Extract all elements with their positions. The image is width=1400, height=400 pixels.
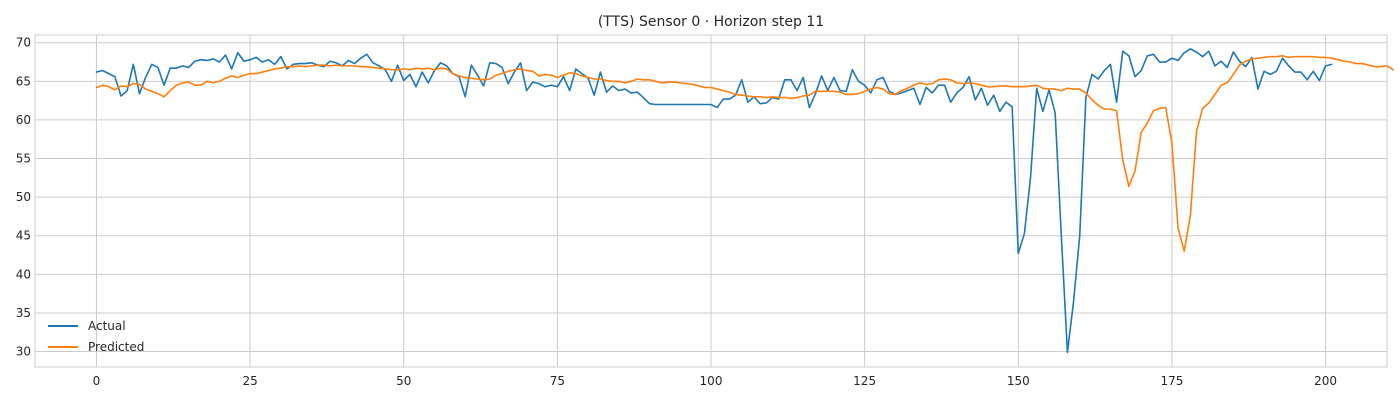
x-tick-label: 100: [700, 374, 723, 388]
y-axis-ticks: 30 35 40 45 50 55 60 65 70: [16, 36, 31, 359]
x-tick-label: 150: [1007, 374, 1030, 388]
x-tick-label: 0: [93, 374, 101, 388]
y-tick-label: 50: [16, 190, 31, 204]
grid: [35, 35, 1387, 367]
chart-title: (TTS) Sensor 0 · Horizon step 11: [598, 14, 824, 30]
legend-label-actual: Actual: [88, 319, 126, 333]
series-line-predicted: [95, 55, 1394, 252]
legend-label-predicted: Predicted: [88, 340, 144, 354]
plot-frame: [34, 34, 1388, 368]
x-tick-label: 25: [242, 374, 257, 388]
y-tick-label: 65: [16, 74, 31, 88]
series-line-actual: [95, 48, 1333, 354]
legend: Actual Predicted: [48, 319, 144, 354]
y-tick-label: 70: [16, 36, 31, 50]
x-tick-label: 200: [1314, 374, 1337, 388]
x-tick-label: 125: [853, 374, 876, 388]
y-tick-label: 45: [16, 229, 31, 243]
x-tick-label: 50: [396, 374, 411, 388]
y-tick-label: 40: [16, 267, 31, 281]
y-tick-label: 35: [16, 306, 31, 320]
y-tick-label: 30: [16, 345, 31, 359]
y-tick-label: 60: [16, 113, 31, 127]
x-tick-label: 75: [550, 374, 565, 388]
series-lines: [95, 48, 1394, 354]
y-tick-label: 55: [16, 152, 31, 166]
x-axis-ticks: 0 25 50 75 100 125 150 175 200: [93, 374, 1337, 388]
x-tick-label: 175: [1160, 374, 1183, 388]
